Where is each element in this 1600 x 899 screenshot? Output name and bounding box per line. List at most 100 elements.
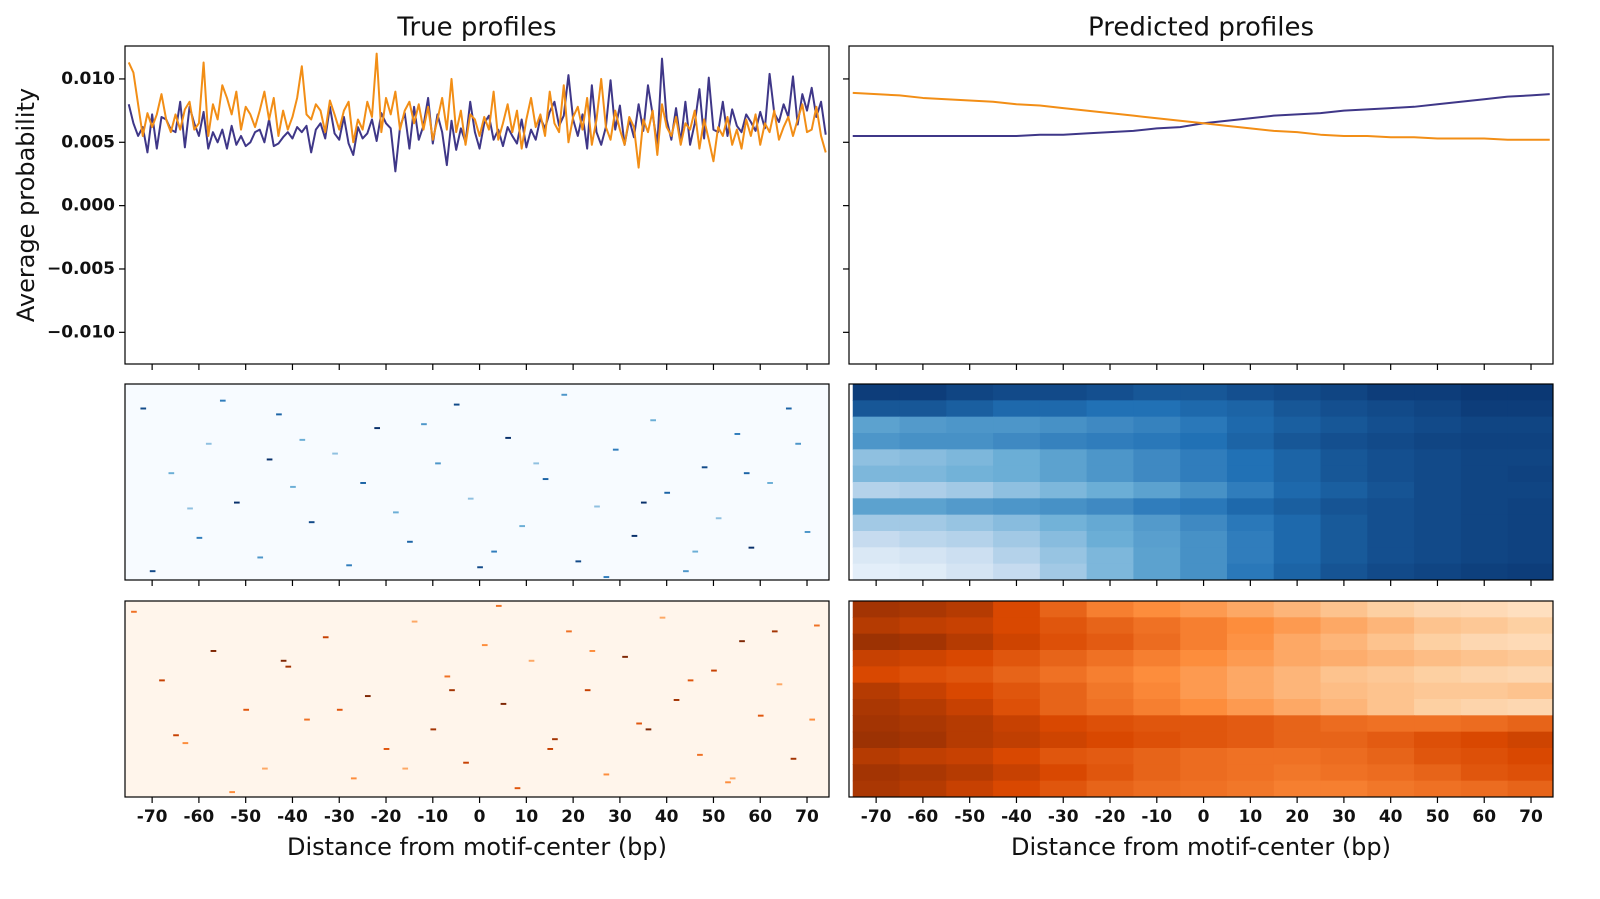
heatmap-cell xyxy=(1180,731,1228,749)
heatmap-cell xyxy=(1086,633,1135,651)
heatmap-cell xyxy=(149,570,156,573)
x-tick-label: -40 xyxy=(277,807,308,827)
heatmap-cell xyxy=(603,773,610,776)
heatmap-cell xyxy=(1414,498,1462,516)
heatmap-cell xyxy=(1320,449,1368,467)
heatmap-cell xyxy=(993,449,1041,467)
plot-area xyxy=(127,52,827,173)
heatmap-cell xyxy=(1320,416,1368,434)
heatmap-cell xyxy=(435,462,441,465)
heatmap-cell xyxy=(1086,498,1135,516)
heatmap-cell xyxy=(1086,731,1135,749)
heatmap-cell xyxy=(1460,531,1509,548)
y-tick-label: −0.010 xyxy=(47,322,115,342)
heatmap-cell xyxy=(1507,531,1553,548)
heatmap-cell xyxy=(589,650,596,652)
heatmap-cell xyxy=(205,442,212,445)
x-tick-label: 50 xyxy=(1426,807,1450,827)
heatmap-cell xyxy=(1180,449,1228,467)
x-tick-label: -10 xyxy=(1141,807,1172,827)
heatmap-cell xyxy=(852,465,901,483)
heatmap-cell xyxy=(1507,514,1553,532)
x-tick-label: -60 xyxy=(908,807,939,827)
heatmap-cell xyxy=(899,748,947,765)
x-axis-label: Distance from motif-center (bp) xyxy=(287,833,667,861)
heatmap-cell xyxy=(603,576,610,579)
heatmap-cell xyxy=(1367,601,1415,618)
heatmap-cell xyxy=(1367,731,1415,749)
heatmap-cell xyxy=(1507,682,1553,700)
heatmap-cell xyxy=(1414,731,1462,749)
x-tick-label: -50 xyxy=(954,807,985,827)
heatmap-cell xyxy=(1086,563,1135,580)
heatmap-cell xyxy=(243,708,250,711)
heatmap-cell xyxy=(852,731,901,749)
heatmap-cell xyxy=(852,780,901,797)
heatmap-cell xyxy=(1039,563,1088,580)
panel xyxy=(124,383,830,586)
x-tick-label: 60 xyxy=(748,807,772,827)
heatmap-cell xyxy=(1133,482,1181,499)
heatmap-cell xyxy=(1320,498,1368,516)
heatmap-cell xyxy=(899,449,947,467)
heatmap-cell xyxy=(1039,498,1088,516)
heatmap-cell xyxy=(1180,498,1228,516)
heatmap-cell xyxy=(1226,465,1275,483)
heatmap-cell xyxy=(1460,633,1509,651)
heatmap-cell xyxy=(852,449,901,467)
heatmap-cell xyxy=(1460,748,1509,765)
heatmap-cell xyxy=(467,497,474,500)
heatmap-cell xyxy=(757,714,764,717)
heatmap-cell xyxy=(1460,514,1509,532)
heatmap-cell xyxy=(1460,715,1509,733)
heatmap-cell xyxy=(1414,650,1462,667)
heatmap-cell xyxy=(336,708,343,711)
heatmap-cell xyxy=(1367,563,1415,580)
x-tick-label: -20 xyxy=(1095,807,1126,827)
heatmap-cell xyxy=(1226,731,1275,749)
heatmap-cell xyxy=(561,393,568,396)
heatmap-cell xyxy=(852,601,901,618)
heatmap-cell xyxy=(993,748,1041,765)
heatmap-cell xyxy=(1226,780,1275,797)
heatmap-cell xyxy=(946,617,994,635)
heatmap-cell xyxy=(993,666,1041,684)
heatmap-cell xyxy=(645,728,652,731)
heatmap-cell xyxy=(1133,531,1181,548)
heatmap-cell xyxy=(332,452,338,455)
heatmap-cell xyxy=(899,699,947,716)
heatmap-cell xyxy=(1507,764,1553,782)
heatmap-cell xyxy=(1086,601,1135,618)
heatmap-cell xyxy=(1086,682,1135,700)
heatmap-cell xyxy=(1180,547,1228,565)
heatmap-cell xyxy=(899,531,947,548)
heatmap-cell xyxy=(1039,531,1088,548)
heatmap-cell xyxy=(1367,764,1415,782)
heatmap-cell xyxy=(411,620,418,623)
heatmap-cell xyxy=(1039,465,1088,483)
heatmap-cell xyxy=(771,630,778,633)
heatmap-cell xyxy=(168,472,175,475)
heatmap-cell xyxy=(790,757,797,760)
heatmap-cell xyxy=(1133,601,1181,618)
heatmap-cell xyxy=(1273,633,1322,651)
heatmap-cell xyxy=(1367,498,1415,516)
x-axis-label: Distance from motif-center (bp) xyxy=(1011,833,1391,861)
heatmap-cell xyxy=(1180,666,1228,684)
heatmap-cell xyxy=(1507,650,1553,667)
heatmap-cell xyxy=(1086,699,1135,716)
axes-frame xyxy=(848,383,1554,581)
heatmap-cell xyxy=(1133,433,1181,450)
heatmap-cell xyxy=(173,734,179,737)
heatmap-cell xyxy=(1226,666,1275,684)
heatmap-cell xyxy=(1367,384,1415,401)
heatmap-cell xyxy=(266,458,273,461)
heatmap-cell xyxy=(622,655,628,658)
heatmap-cell xyxy=(1273,449,1322,467)
heatmap-cell xyxy=(528,659,535,662)
heatmap-cell xyxy=(1273,601,1322,618)
line-series xyxy=(852,91,1550,141)
heatmap-cell xyxy=(1460,764,1509,782)
heatmap-cell xyxy=(1507,433,1553,450)
x-tick-label: 50 xyxy=(702,807,726,827)
